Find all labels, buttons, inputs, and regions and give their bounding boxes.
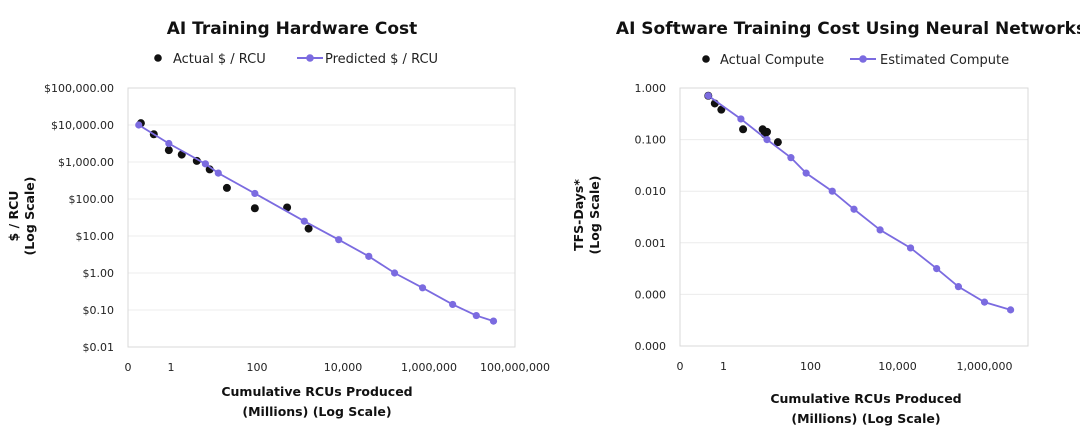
actual-point [773,138,782,147]
predicted-point [135,121,143,129]
legend-marker-estimated [859,55,867,63]
x-tick-label: 0 [677,360,684,373]
y-axis-label-line1: $ / RCU [6,191,21,242]
y-axis-label-line1: TFS-Days* [571,179,586,251]
predicted-point [335,236,343,244]
predicted-point [449,300,457,309]
predicted-point [300,217,308,225]
actual-point [222,183,231,192]
y-axis-label: $ / RCU (Log Scale) [6,177,37,256]
x-axis-label-line2: (Millions) (Log Scale) [242,404,391,419]
actual-point [164,146,173,155]
y-tick-label: $0.10 [83,304,115,317]
y-tick-label: $10.00 [76,230,115,243]
plot-frame [679,87,1029,347]
series-line [704,92,1015,314]
legend-actual: Actual $ / RCU [173,52,266,67]
predicted-point [165,139,173,148]
actual-point [717,105,726,114]
y-tick-label: 0.010 [635,185,667,198]
predicted-point [251,189,259,198]
legend-actual: Actual Compute [720,53,824,68]
predicted-point [906,244,915,252]
legend-predicted: Predicted $ / RCU [325,52,438,67]
x-tick-label: 100,000,000 [480,361,550,374]
predicted-point [763,136,771,144]
chart-title: AI Training Hardware Cost [167,19,418,39]
plot-frame [127,87,516,348]
predicted-point [472,311,480,320]
hardware-cost-chart: AI Training Hardware Cost Actual $ / RCU… [6,19,550,419]
predicted-point [737,115,745,123]
y-tick-label: 1.000 [635,82,667,95]
predicted-point [391,269,399,277]
series-line [135,121,498,325]
x-tick-label: 1,000,000 [401,361,457,374]
legend-marker-predicted [306,54,314,62]
predicted-point [214,169,222,177]
predicted-point [489,317,498,325]
legend-marker-actual [702,55,710,63]
trend-line [138,124,494,322]
y-axis-label: TFS-Days* (Log Scale) [571,176,602,255]
software-cost-chart: AI Software Training Cost Using Neural N… [571,19,1080,426]
x-tick-label: 10,000 [324,361,363,374]
x-axis-label-line1: Cumulative RCUs Produced [770,391,961,406]
x-tick-label: 100 [800,360,821,373]
x-tick-label: 1 [720,360,727,373]
predicted-point [933,265,941,273]
y-tick-label: $100.00 [69,193,115,206]
x-axis-label-line1: Cumulative RCUs Produced [221,384,412,399]
legend-estimated: Estimated Compute [880,53,1009,68]
actual-point [304,224,313,233]
y-tick-label: $1.00 [83,267,115,280]
actual-point [739,125,748,134]
y-tick-label: 0.000 [635,288,667,301]
x-tick-label: 10,000 [878,360,917,373]
y-axis-label-line2: (Log Scale) [22,177,37,256]
y-axis-label-line2: (Log Scale) [587,176,602,255]
predicted-point [704,92,712,100]
x-axis-label-line2: (Millions) (Log Scale) [791,411,940,426]
predicted-point [850,205,858,213]
predicted-point [802,169,810,177]
predicted-point [980,298,989,306]
x-tick-label: 1 [168,361,175,374]
y-tick-label: 0.001 [635,237,667,250]
y-tick-label: $0.01 [83,341,115,354]
legend-marker-actual [154,54,162,62]
y-tick-label: $10,000.00 [51,119,114,132]
y-tick-label: 0.100 [635,134,667,147]
legend: Actual Compute Estimated Compute [702,53,1009,68]
predicted-point [954,283,963,291]
x-tick-label: 0 [125,361,132,374]
y-tick-label: $1,000.00 [58,156,114,169]
chart-title: AI Software Training Cost Using Neural N… [616,19,1080,39]
predicted-point [418,284,427,292]
grid [128,87,515,348]
predicted-point [876,226,884,234]
predicted-point [1007,306,1015,314]
grid [680,87,1028,347]
x-tick-label: 100 [247,361,268,374]
legend: Actual $ / RCU Predicted $ / RCU [154,52,438,67]
predicted-point [828,187,836,195]
actual-point [250,204,259,213]
x-tick-label: 1,000,000 [957,360,1013,373]
predicted-point [201,160,209,168]
trend-line [707,95,1011,311]
y-tick-label: $100,000.00 [44,82,114,95]
predicted-point [365,252,373,260]
predicted-point [787,154,795,162]
y-tick-label: 0.000 [635,340,667,353]
